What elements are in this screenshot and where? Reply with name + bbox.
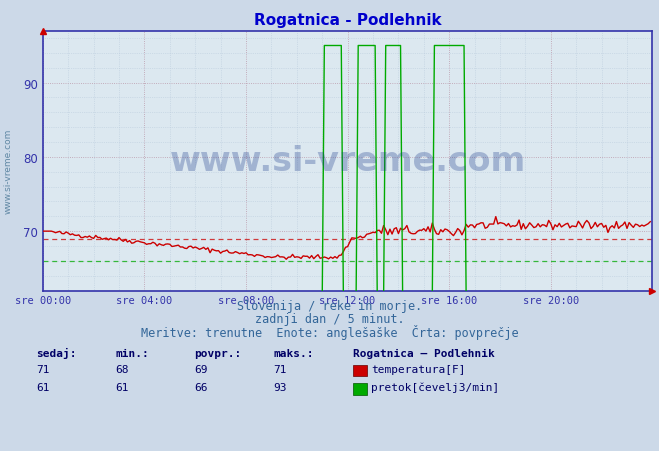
Text: zadnji dan / 5 minut.: zadnji dan / 5 minut. bbox=[254, 313, 405, 326]
Text: 69: 69 bbox=[194, 364, 208, 374]
Text: Meritve: trenutne  Enote: anglešaške  Črta: povprečje: Meritve: trenutne Enote: anglešaške Črta… bbox=[140, 324, 519, 339]
Text: www.si-vreme.com: www.si-vreme.com bbox=[3, 129, 13, 214]
Text: pretok[čevelj3/min]: pretok[čevelj3/min] bbox=[371, 382, 500, 392]
Text: 68: 68 bbox=[115, 364, 129, 374]
Text: Rogatnica – Podlehnik: Rogatnica – Podlehnik bbox=[353, 348, 494, 358]
Text: temperatura[F]: temperatura[F] bbox=[371, 364, 465, 374]
Title: Rogatnica - Podlehnik: Rogatnica - Podlehnik bbox=[254, 13, 442, 28]
Text: 93: 93 bbox=[273, 382, 287, 392]
Text: www.si-vreme.com: www.si-vreme.com bbox=[169, 145, 526, 178]
Text: 61: 61 bbox=[115, 382, 129, 392]
Text: 71: 71 bbox=[273, 364, 287, 374]
Text: sedaj:: sedaj: bbox=[36, 347, 76, 358]
Text: Slovenija / reke in morje.: Slovenija / reke in morje. bbox=[237, 299, 422, 312]
Text: 71: 71 bbox=[36, 364, 49, 374]
Text: maks.:: maks.: bbox=[273, 348, 314, 358]
Text: povpr.:: povpr.: bbox=[194, 348, 242, 358]
Text: min.:: min.: bbox=[115, 348, 149, 358]
Text: 61: 61 bbox=[36, 382, 49, 392]
Text: 66: 66 bbox=[194, 382, 208, 392]
